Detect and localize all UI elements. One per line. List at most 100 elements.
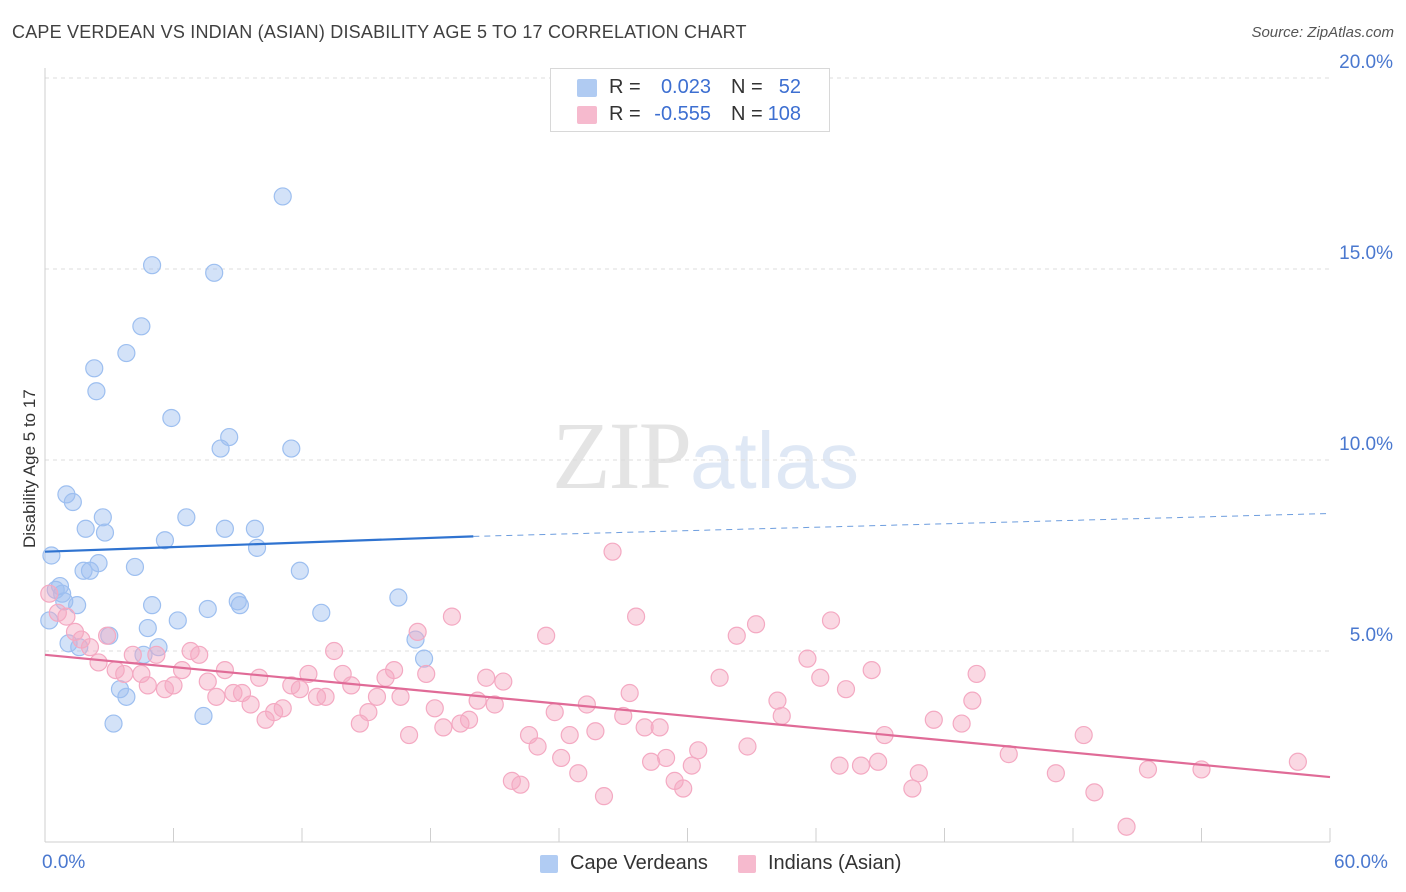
y-tick-label: 15.0% [1339, 243, 1393, 264]
cape-verdean-point [194, 706, 213, 726]
indian-asian-point [502, 771, 521, 790]
indian-asian-point [138, 676, 157, 695]
cape-verdean-point [57, 485, 76, 504]
indian-asian-point [325, 641, 344, 661]
indian-asian-point [48, 603, 67, 622]
indian-asian-point [650, 718, 669, 737]
legend-swatch-indian-asian [577, 106, 597, 124]
cape-verdean-trend-line [44, 535, 474, 553]
indian-asian-point [963, 691, 982, 710]
indian-asian-point [511, 775, 530, 794]
indian-asian-point [909, 764, 928, 783]
cape-verdean-point [155, 531, 175, 550]
cape-verdean-point [220, 427, 239, 447]
indian-asian-point [545, 703, 564, 722]
legend-n-label: N = [731, 103, 763, 125]
x-axis-max-label: 60.0% [1334, 852, 1388, 873]
indian-asian-point [682, 756, 701, 775]
cape-verdean-point [63, 492, 82, 512]
y-axis-label: Disability Age 5 to 17 [20, 389, 39, 548]
cape-verdean-point [312, 603, 331, 622]
cape-verdean-point [76, 519, 95, 538]
cape-verdean-point [414, 649, 434, 668]
cape-verdean-point [230, 596, 249, 615]
indian-asian-point [821, 611, 841, 630]
indian-asian-point [626, 607, 646, 626]
indian-asian-point [391, 687, 410, 706]
indian-asian-point [1138, 760, 1158, 779]
legend-n-value: 52 [778, 76, 801, 98]
indian-asian-point [710, 668, 729, 687]
indian-asian-point [115, 664, 134, 684]
indian-asian-point [265, 703, 284, 722]
indian-asian-point [408, 622, 427, 642]
indian-asian-point [924, 710, 943, 729]
indian-asian-point [80, 638, 100, 657]
cape-verdean-point [142, 596, 162, 615]
y-tick-label: 10.0% [1339, 434, 1393, 455]
indian-asian-point [1046, 764, 1065, 783]
indian-asian-point [273, 699, 292, 718]
cape-verdean-point [125, 557, 145, 577]
indian-asian-point [198, 672, 217, 691]
cape-verdean-point [273, 187, 292, 206]
indian-asian-point [250, 668, 269, 687]
indian-asian-point [207, 687, 226, 706]
cape-verdean-point [85, 359, 104, 378]
correlation-legend: R = 0.023 N = 52 R = -0.555 N = 108 [550, 68, 830, 132]
legend-row-cape-verdean: R = 0.023 N = 52 [551, 73, 829, 101]
indian-asian-point [147, 645, 166, 664]
indian-asian-point [635, 718, 654, 737]
indian-asian-point [215, 660, 234, 680]
indian-asian-point [586, 722, 605, 741]
cape-verdean-point [95, 523, 115, 542]
legend-row-indian-asian: R = -0.555 N = 108 [551, 100, 829, 128]
indian-asian-point [123, 645, 142, 664]
legend-n-value: 108 [767, 103, 801, 125]
cape-verdean-point [117, 343, 136, 363]
indian-asian-point [727, 626, 746, 645]
indian-asian-point [851, 756, 871, 775]
cape-verdean-point [74, 561, 93, 580]
series-swatch-indians-asian [738, 855, 756, 873]
x-axis-min-label: 0.0% [42, 852, 86, 873]
cape-verdean-point [162, 408, 181, 428]
indian-asian-point [172, 660, 192, 680]
indian-asian-point [772, 706, 791, 726]
watermark-zip: ZIP [552, 402, 692, 509]
indian-asian-point [181, 641, 200, 661]
indian-asian-point [656, 748, 676, 768]
cape-verdean-point [89, 554, 108, 573]
indian-asian-point [952, 714, 971, 733]
indian-asian-point [477, 668, 496, 687]
indian-asian-point [290, 680, 309, 699]
indian-asian-point [641, 752, 661, 771]
legend-r-label: R = [609, 103, 641, 125]
indian-asian-point [1085, 783, 1104, 802]
cape-verdean-point [389, 588, 408, 607]
indian-asian-point [459, 710, 479, 729]
indian-asian-point [577, 695, 596, 714]
cape-verdean-trend-extension [473, 512, 1331, 537]
indian-asian-point [164, 676, 183, 695]
indian-asian-point [798, 649, 817, 668]
cape-verdean-point [168, 611, 187, 630]
cape-verdean-point [205, 263, 224, 282]
indian-asian-point [316, 687, 335, 706]
y-tick-label: 20.0% [1339, 52, 1393, 73]
indian-asian-point [738, 737, 757, 756]
indian-asian-point [485, 695, 504, 714]
indian-asian-point [359, 703, 378, 722]
series-swatch-cape-verdeans [540, 855, 558, 873]
indian-asian-point [132, 664, 151, 684]
indian-asian-point [999, 745, 1018, 764]
cape-verdean-point [132, 317, 151, 336]
indian-asian-point [241, 695, 260, 714]
cape-verdean-point [93, 508, 112, 527]
cape-verdean-point [215, 519, 234, 538]
indian-asian-point [155, 680, 175, 699]
cape-verdean-point [142, 256, 162, 275]
cape-verdean-point [290, 561, 309, 580]
indian-asian-point [603, 542, 622, 561]
